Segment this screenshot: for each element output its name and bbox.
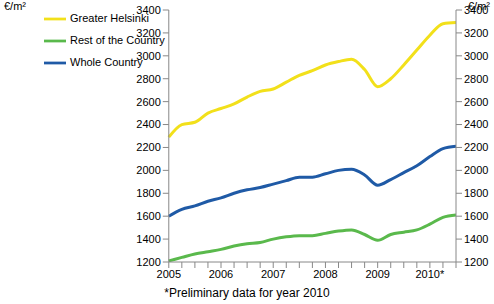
svg-text:3000: 3000	[136, 50, 160, 62]
svg-text:2200: 2200	[464, 141, 486, 153]
svg-text:1800: 1800	[136, 187, 160, 199]
svg-text:1400: 1400	[136, 233, 160, 245]
svg-text:2600: 2600	[464, 96, 486, 108]
svg-text:3400: 3400	[136, 4, 160, 16]
svg-text:1200: 1200	[464, 256, 486, 268]
svg-text:2600: 2600	[136, 96, 160, 108]
svg-text:1200: 1200	[136, 256, 160, 268]
svg-text:3200: 3200	[464, 27, 486, 39]
svg-text:2400: 2400	[136, 118, 160, 130]
svg-text:2800: 2800	[464, 73, 486, 85]
svg-text:2800: 2800	[136, 73, 160, 85]
svg-text:3400: 3400	[464, 4, 486, 16]
svg-text:2006: 2006	[209, 268, 233, 280]
svg-text:2007: 2007	[261, 268, 285, 280]
svg-text:1800: 1800	[464, 187, 486, 199]
svg-text:2009: 2009	[365, 268, 389, 280]
svg-text:2005: 2005	[157, 268, 181, 280]
svg-text:1600: 1600	[136, 210, 160, 222]
svg-text:2010*: 2010*	[416, 268, 445, 280]
svg-text:3000: 3000	[464, 50, 486, 62]
svg-text:2008: 2008	[313, 268, 337, 280]
svg-text:2400: 2400	[464, 118, 486, 130]
svg-text:1400: 1400	[464, 233, 486, 245]
svg-text:2200: 2200	[136, 141, 160, 153]
svg-text:2000: 2000	[136, 164, 160, 176]
svg-text:2000: 2000	[464, 164, 486, 176]
svg-text:1600: 1600	[464, 210, 486, 222]
svg-text:3200: 3200	[136, 27, 160, 39]
